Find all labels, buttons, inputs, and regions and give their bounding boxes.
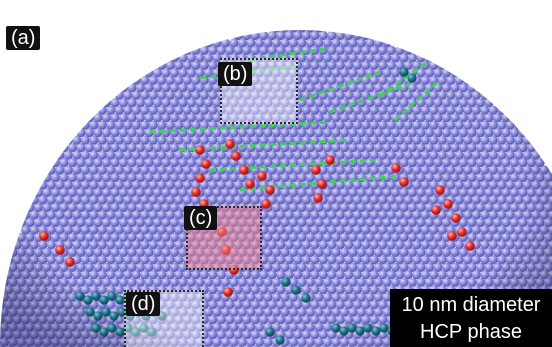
teal-atom	[131, 327, 141, 337]
teal-atom	[281, 277, 291, 287]
teal-atom	[301, 293, 311, 303]
teal-atom	[93, 311, 103, 321]
red-atom	[231, 151, 241, 161]
teal-atom	[83, 295, 93, 305]
teal-atom	[85, 307, 95, 317]
red-atom	[229, 265, 239, 275]
teal-atom	[91, 291, 101, 301]
red-atom	[221, 245, 231, 255]
red-atom	[451, 213, 461, 223]
red-atom	[225, 139, 235, 149]
stacking-fault-line	[299, 70, 381, 102]
red-atom	[257, 171, 267, 181]
red-atom	[55, 245, 65, 255]
teal-atom	[331, 323, 341, 333]
red-atom	[431, 205, 441, 215]
stacking-fault-line	[149, 120, 331, 134]
stacking-fault-line	[209, 158, 381, 172]
teal-atom	[399, 67, 409, 77]
stacking-fault-line	[179, 138, 351, 152]
teal-atom	[75, 291, 85, 301]
caption-box: 10 nm diameter HCP phase	[390, 289, 552, 347]
red-atom	[457, 227, 467, 237]
red-atom	[223, 287, 233, 297]
teal-atom	[363, 323, 373, 333]
caption-diameter: 10 nm diameter	[401, 294, 541, 316]
red-atom	[399, 177, 409, 187]
caption-phase: HCP phase	[420, 321, 522, 343]
teal-atom	[407, 73, 417, 83]
red-atom	[317, 179, 327, 189]
teal-atom	[107, 323, 117, 333]
teal-atom	[107, 291, 117, 301]
red-atom	[465, 241, 475, 251]
red-atom	[245, 179, 255, 189]
teal-atom	[379, 323, 389, 333]
red-atom	[447, 231, 457, 241]
stacking-fault-line	[329, 82, 411, 114]
red-atom	[265, 185, 275, 195]
red-atom	[313, 193, 323, 203]
red-atom	[39, 231, 49, 241]
teal-atom	[139, 323, 149, 333]
teal-atom	[91, 323, 101, 333]
teal-atom	[291, 285, 301, 295]
red-atom	[201, 159, 211, 169]
teal-atom	[99, 327, 109, 337]
red-atom	[191, 187, 201, 197]
red-atom	[195, 173, 205, 183]
panel-label-c: (c)	[184, 206, 218, 230]
red-atom	[195, 145, 205, 155]
teal-atom	[99, 295, 109, 305]
red-atom	[217, 227, 227, 237]
teal-atom	[109, 311, 119, 321]
stacking-fault-line	[394, 78, 441, 122]
panel-label-b: (b)	[218, 62, 253, 86]
teal-atom	[371, 326, 381, 336]
teal-atom	[147, 327, 157, 337]
teal-atom	[115, 327, 125, 337]
red-atom	[261, 199, 271, 209]
stacking-fault-line	[379, 58, 431, 98]
red-atom	[311, 165, 321, 175]
teal-atom	[339, 326, 349, 336]
teal-atom	[275, 335, 285, 345]
red-atom	[65, 257, 75, 267]
teal-atom	[101, 307, 111, 317]
red-atom	[239, 165, 249, 175]
teal-atom	[115, 295, 125, 305]
teal-atom	[355, 326, 365, 336]
panel-label-a: (a)	[6, 26, 41, 50]
teal-atom	[265, 327, 275, 337]
teal-atom	[347, 323, 357, 333]
red-atom	[443, 199, 453, 209]
red-atom	[435, 185, 445, 195]
panel-label-d: (d)	[126, 292, 161, 316]
red-atom	[325, 155, 335, 165]
red-atom	[391, 163, 401, 173]
